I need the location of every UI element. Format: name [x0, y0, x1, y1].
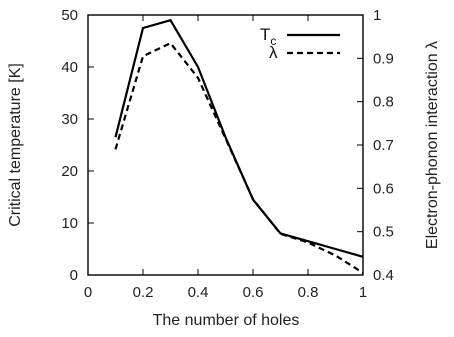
legend-label-tc-subscript: c: [270, 34, 276, 48]
x-tick-label: 0.2: [133, 284, 154, 301]
x-tick-label: 0.6: [243, 284, 264, 301]
x-ticks: 0 0.2 0.4 0.6 0.8 1: [84, 15, 367, 301]
y-left-tick-label: 20: [61, 163, 78, 180]
x-tick-label: 0.8: [298, 284, 319, 301]
x-tick-label: 0.4: [188, 284, 209, 301]
y-right-tick-label: 0.5: [373, 224, 394, 241]
y-right-tick-label: 0.6: [373, 180, 394, 197]
legend-label-lambda: λ: [269, 43, 278, 62]
y-right-tick-label: 0.7: [373, 137, 394, 154]
legend-label-tc: Tc: [260, 25, 276, 48]
y-left-ticks: 0 10 20 30 40 50: [61, 7, 94, 284]
y-left-tick-label: 10: [61, 215, 78, 232]
series-line-lambda: [114, 42, 364, 274]
x-axis-label: The number of holes: [153, 312, 300, 329]
y-left-tick-label: 40: [61, 59, 78, 76]
y-left-tick-label: 0: [70, 267, 78, 284]
x-tick-label: 1: [359, 284, 367, 301]
series-layer: [114, 19, 364, 274]
y-left-tick-label: 30: [61, 111, 78, 128]
x-tick-label: 0: [84, 284, 92, 301]
series-line-tc: [114, 19, 364, 258]
y-right-ticks: 0.4 0.5 0.6 0.7 0.8 0.9 1: [357, 7, 394, 284]
y-left-axis-label: Critical temperature [K]: [7, 63, 24, 227]
legend: Tc λ: [260, 25, 340, 62]
y-left-tick-label: 50: [61, 7, 78, 24]
legend-label-tc-main: T: [260, 25, 270, 44]
y-right-tick-label: 0.4: [373, 267, 394, 284]
y-right-tick-label: 0.9: [373, 50, 394, 67]
y-right-axis-label: Electron-phonon interaction λ: [424, 41, 441, 249]
y-right-tick-label: 1: [373, 7, 381, 24]
y-right-tick-label: 0.8: [373, 94, 394, 111]
